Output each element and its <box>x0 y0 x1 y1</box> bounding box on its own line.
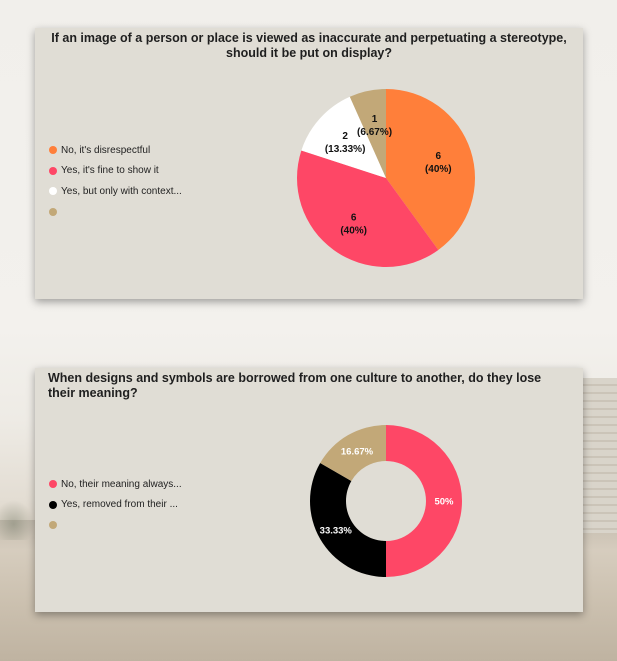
legend-item[interactable]: No, it's disrespectful <box>49 140 182 161</box>
slice-percent-label: (40%) <box>425 164 452 175</box>
legend-swatch <box>49 521 57 530</box>
slice-value-label: 6 <box>436 151 442 162</box>
legend-swatch <box>49 207 57 216</box>
legend-item[interactable]: No, their meaning always... <box>49 474 182 495</box>
slice-label: 16.67% <box>341 446 374 457</box>
donut-chart: 50% 33.33% 16.67% <box>309 425 462 577</box>
chart-title: If an image of a person or place is view… <box>51 31 567 60</box>
pie-slice[interactable] <box>386 89 475 251</box>
chart-legend: No, their meaning always... Yes, removed… <box>49 474 182 536</box>
legend-item[interactable] <box>49 202 182 223</box>
slice-value-label: 1 <box>372 114 378 125</box>
slice-value-label: 6 <box>351 212 357 223</box>
pie-slice[interactable] <box>296 150 439 268</box>
slice-percent-label: (40%) <box>340 225 367 236</box>
slice-value-label: 2 <box>342 131 348 142</box>
legend-label: Yes, but only with context... <box>61 185 182 197</box>
legend-item[interactable]: Yes, removed from their ... <box>49 495 182 516</box>
slice-label: 33.33% <box>320 526 353 537</box>
slice-label: 50% <box>434 497 454 508</box>
pie-slice[interactable] <box>386 425 462 577</box>
pie-slice[interactable] <box>320 425 386 482</box>
chart-legend: No, it's disrespectful Yes, it's fine to… <box>49 140 182 222</box>
legend-label: Yes, removed from their ... <box>61 499 178 511</box>
slice-percent-label: (13.33%) <box>325 144 366 155</box>
legend-label: No, their meaning always... <box>61 478 182 490</box>
legend-swatch <box>49 146 57 155</box>
legend-label: No, it's disrespectful <box>61 144 151 156</box>
poll-card-symbols: When designs and symbols are borrowed fr… <box>35 368 583 612</box>
legend-item[interactable] <box>49 515 182 536</box>
legend-item[interactable]: Yes, it's fine to show it <box>49 161 182 182</box>
legend-swatch <box>49 187 57 196</box>
pie-slice[interactable] <box>349 89 386 178</box>
background-trees <box>0 500 34 540</box>
legend-label: Yes, it's fine to show it <box>61 165 159 177</box>
slice-percent-label: (6.67%) <box>357 127 392 138</box>
legend-swatch <box>49 500 57 509</box>
legend-item[interactable]: Yes, but only with context... <box>49 181 182 202</box>
pie-chart: 6 (40%) 6 (40%) 2 (13.33%) 1 (6.67%) <box>296 89 475 268</box>
chart-title: When designs and symbols are borrowed fr… <box>48 371 542 400</box>
legend-swatch <box>49 480 57 489</box>
pie-slice[interactable] <box>309 463 386 577</box>
background-building <box>577 378 617 533</box>
legend-swatch <box>49 166 57 175</box>
poll-card-stereotype: If an image of a person or place is view… <box>35 28 583 299</box>
pie-slice[interactable] <box>301 96 386 178</box>
